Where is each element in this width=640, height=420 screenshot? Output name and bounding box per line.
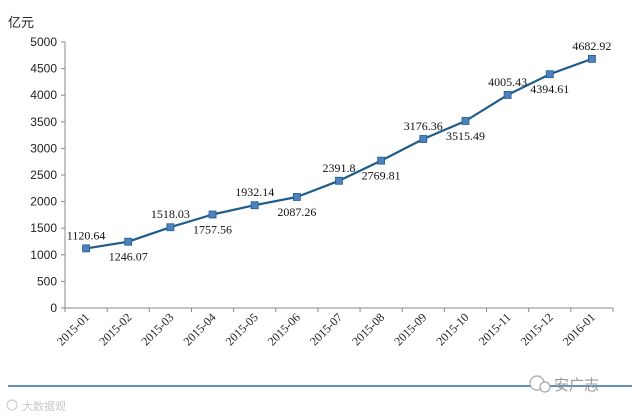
- y-tick-label: 1000: [30, 248, 57, 262]
- y-tick-label: 5000: [30, 35, 57, 49]
- watermark-right-text: 安广志: [554, 376, 599, 394]
- data-point: [250, 201, 259, 210]
- data-point: [208, 210, 217, 219]
- x-tick-label: 2015-11: [476, 310, 514, 348]
- data-point: [588, 54, 596, 63]
- y-tick-label: 3500: [30, 115, 57, 129]
- data-label: 2769.81: [362, 169, 401, 183]
- data-point: [82, 244, 90, 253]
- watermark-left: 大数据观: [6, 399, 66, 413]
- y-tick-label: 2000: [30, 195, 57, 209]
- data-label: 1120.64: [67, 228, 106, 242]
- x-tick-label: 2015-08: [349, 310, 387, 348]
- x-axis-ticks: 2015-01 2015-02 2015-03 2015-04 2015-05 2015-…: [54, 308, 614, 348]
- y-tick-label: 1500: [30, 221, 57, 235]
- y-tick-label: 4500: [30, 62, 57, 76]
- data-label: 3176.36: [404, 119, 443, 133]
- data-point: [292, 193, 301, 201]
- data-point: [377, 156, 386, 165]
- y-axis-unit-label: 亿元: [8, 16, 34, 31]
- data-label: 4682.92: [572, 39, 611, 53]
- wechat-logo-icon-small: [539, 381, 551, 393]
- x-tick-label: 2015-01: [54, 310, 92, 348]
- data-point: [419, 135, 428, 143]
- data-label: 1518.03: [151, 207, 190, 221]
- y-tick-label: 0: [50, 301, 57, 315]
- y-tick-label: 3000: [30, 141, 57, 155]
- data-label: 2087.26: [277, 205, 316, 219]
- y-tick-label: 2500: [30, 168, 57, 182]
- x-tick-label: 2015-02: [96, 310, 134, 348]
- data-point: [503, 91, 512, 99]
- x-tick-label: 2015-07: [307, 310, 345, 348]
- x-tick-label: 2015-03: [138, 310, 176, 348]
- x-tick-label: 2015-10: [433, 310, 471, 348]
- weibo-logo-icon: [6, 399, 18, 411]
- data-label: 2391.8: [323, 161, 356, 175]
- x-tick-label: 2015-05: [223, 310, 261, 348]
- x-tick-label: 2015-06: [265, 310, 303, 348]
- x-tick-label: 2015-04: [180, 310, 218, 348]
- data-label: 1246.07: [109, 250, 148, 264]
- data-point: [124, 237, 133, 246]
- x-tick-label: 2015-09: [391, 310, 429, 348]
- data-point: [335, 176, 343, 185]
- y-axis-ticks: 0 500 1000 1500 2000 2500 3000 3500 4000 4500 5000: [30, 35, 65, 315]
- data-point: [545, 70, 554, 79]
- x-tick-label: 2015-12: [518, 310, 556, 348]
- y-tick-label: 500: [37, 274, 57, 288]
- watermark-right: 安广志: [529, 375, 599, 394]
- data-point: [166, 223, 175, 232]
- data-label: 3515.49: [446, 129, 485, 143]
- data-label: 4394.61: [530, 82, 569, 96]
- data-label: 1932.14: [235, 185, 274, 199]
- x-tick-label: 2016-01: [560, 310, 598, 348]
- data-label: 4005.43: [488, 75, 527, 89]
- data-point: [461, 117, 470, 125]
- data-label: 1757.56: [193, 222, 232, 236]
- y-tick-label: 4000: [30, 88, 57, 102]
- watermark-left-text: 大数据观: [22, 399, 66, 413]
